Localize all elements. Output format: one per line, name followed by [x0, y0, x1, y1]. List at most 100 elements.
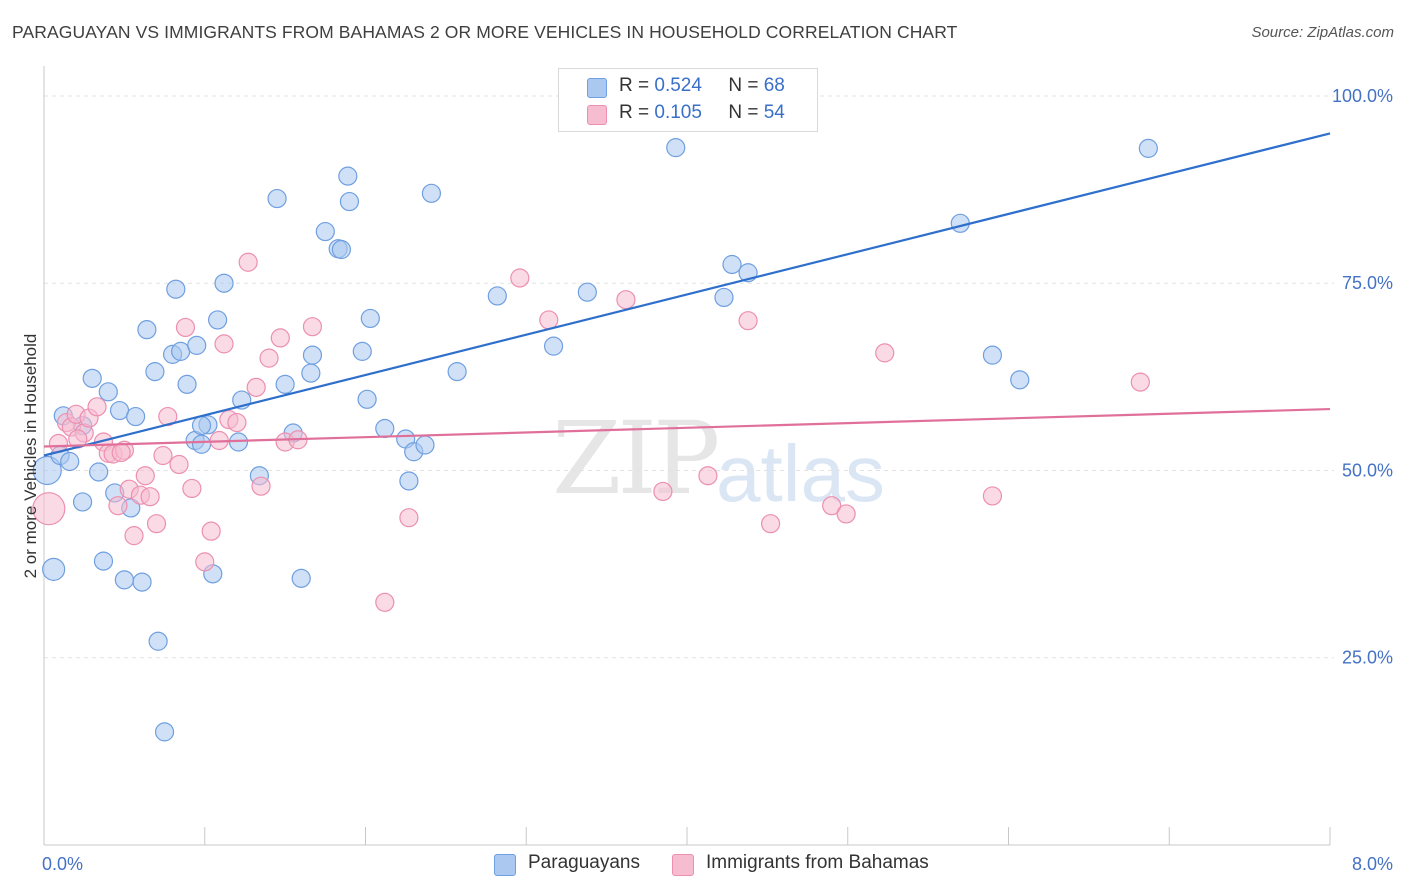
- point-paraguayans: [447, 362, 467, 382]
- point-paraguayans: [191, 434, 212, 454]
- y-tick-label: 75.0%: [1342, 273, 1393, 293]
- legend-swatch-bahamas: [587, 105, 607, 125]
- point-bahamas: [539, 310, 559, 330]
- point-paraguayans: [82, 368, 102, 388]
- point-paraguayans: [171, 341, 191, 361]
- point-bahamas: [111, 442, 131, 463]
- point-paraguayans: [132, 572, 152, 592]
- point-paraguayans: [982, 345, 1003, 365]
- trend-line-paraguayans: [43, 132, 1331, 457]
- point-bahamas: [169, 454, 189, 475]
- point-bahamas: [982, 486, 1003, 506]
- x-tick-label: 0.0%: [42, 854, 83, 874]
- point-bahamas: [251, 476, 271, 496]
- point-paraguayans: [187, 335, 207, 355]
- point-bahamas: [653, 481, 673, 502]
- point-paraguayans: [950, 213, 970, 233]
- chart-title: PARAGUAYAN VS IMMIGRANTS FROM BAHAMAS 2 …: [12, 22, 958, 42]
- point-paraguayans: [1010, 370, 1030, 390]
- y-axis-label: 2 or more Vehicles in Household: [21, 334, 40, 579]
- point-bahamas: [201, 521, 221, 541]
- point-bahamas: [124, 526, 144, 546]
- legend-r-value: 0.524: [654, 75, 702, 96]
- watermark-atlas: atlas: [716, 429, 885, 518]
- point-paraguayans: [137, 320, 157, 340]
- point-paraguayans: [1138, 138, 1158, 158]
- point-paraguayans: [154, 722, 175, 742]
- point-paraguayans: [360, 308, 380, 329]
- source-credit: Source: ZipAtlas.com: [1251, 24, 1394, 41]
- point-paraguayans: [577, 282, 597, 302]
- point-paraguayans: [357, 389, 377, 409]
- point-bahamas: [135, 466, 155, 486]
- point-bahamas: [399, 508, 419, 528]
- point-paraguayans: [352, 341, 372, 361]
- y-tick-label: 100.0%: [1332, 86, 1393, 106]
- point-paraguayans: [114, 570, 134, 590]
- legend-r-label: R =: [619, 75, 650, 96]
- point-paraguayans: [315, 221, 335, 242]
- point-paraguayans: [191, 415, 212, 436]
- point-paraguayans: [301, 363, 321, 383]
- point-paraguayans: [89, 462, 109, 482]
- point-paraguayans: [722, 254, 742, 275]
- point-bahamas: [875, 343, 895, 363]
- point-paraguayans: [166, 279, 186, 299]
- point-bahamas: [375, 592, 395, 612]
- point-bahamas: [108, 496, 128, 516]
- point-paraguayans: [148, 631, 168, 651]
- point-paraguayans: [487, 286, 507, 306]
- point-paraguayans: [60, 451, 80, 472]
- data-points: [32, 138, 1158, 742]
- point-paraguayans: [291, 568, 311, 588]
- bottom-legend-swatch-paraguayans: [494, 854, 516, 876]
- point-paraguayans: [302, 345, 323, 365]
- legend-n-value: 54: [763, 102, 785, 123]
- point-bahamas: [214, 334, 234, 354]
- legend-n-label: N =: [728, 75, 759, 96]
- point-bahamas: [1130, 372, 1150, 392]
- bottom-legend-swatch-bahamas: [672, 854, 694, 876]
- point-paraguayans: [375, 418, 395, 439]
- grid-lines: [44, 95, 1334, 659]
- point-bahamas: [146, 514, 167, 534]
- point-paraguayans: [714, 287, 734, 308]
- point-paraguayans: [214, 273, 234, 293]
- point-paraguayans: [42, 557, 66, 581]
- legend-swatch-paraguayans: [587, 78, 607, 98]
- point-paraguayans: [208, 310, 228, 330]
- point-bahamas: [246, 377, 266, 397]
- point-paraguayans: [126, 406, 146, 427]
- legend-r-label: R =: [619, 102, 650, 123]
- point-paraguayans: [339, 191, 360, 212]
- point-paraguayans: [72, 492, 93, 512]
- watermark-zip: ZIP: [552, 400, 720, 517]
- point-bahamas: [760, 514, 781, 534]
- tick-labels: 25.0% 50.0% 75.0% 100.0% 0.0% 8.0%: [42, 86, 1393, 874]
- point-bahamas: [153, 445, 173, 466]
- point-bahamas: [616, 290, 636, 310]
- legend-r-value: 0.105: [654, 102, 702, 123]
- point-paraguayans: [415, 435, 435, 455]
- point-bahamas: [195, 552, 215, 572]
- legend-n-value: 68: [763, 75, 785, 96]
- point-bahamas: [32, 492, 66, 526]
- point-paraguayans: [93, 551, 114, 571]
- y-tick-label: 25.0%: [1342, 648, 1393, 668]
- point-bahamas: [140, 487, 160, 507]
- point-bahamas: [510, 268, 530, 288]
- point-paraguayans: [267, 188, 287, 209]
- point-bahamas: [738, 311, 758, 331]
- point-paraguayans: [338, 166, 358, 186]
- y-tick-label: 50.0%: [1342, 460, 1393, 480]
- bottom-legend-label-paraguayans: Paraguayans: [528, 852, 640, 873]
- point-paraguayans: [543, 336, 564, 356]
- correlation-legend: R = 0.524 N = 68 R = 0.105 N = 54: [558, 68, 818, 132]
- point-paraguayans: [32, 455, 62, 486]
- point-paraguayans: [109, 400, 130, 421]
- point-paraguayans: [399, 471, 419, 491]
- point-bahamas: [836, 504, 856, 524]
- bottom-legend-label-bahamas: Immigrants from Bahamas: [706, 852, 929, 873]
- point-bahamas: [822, 496, 842, 516]
